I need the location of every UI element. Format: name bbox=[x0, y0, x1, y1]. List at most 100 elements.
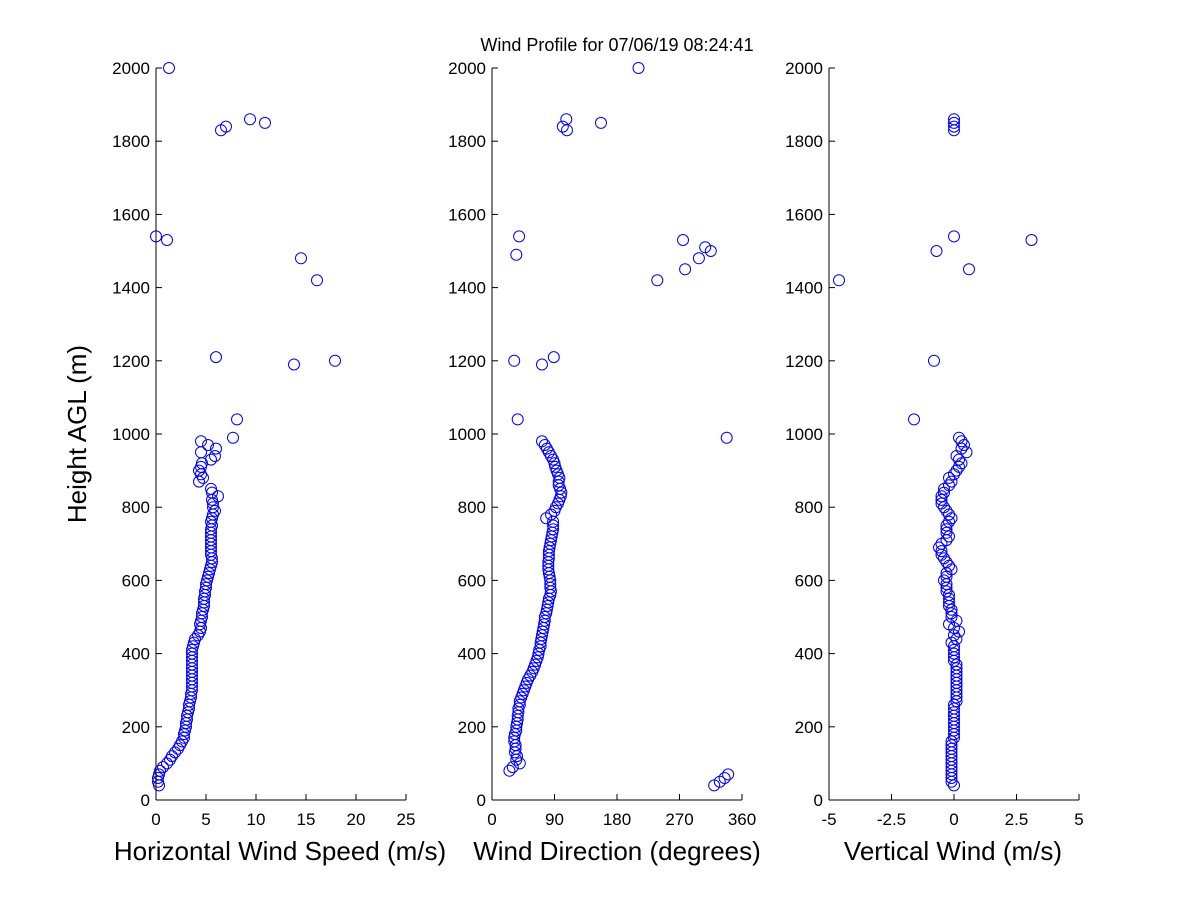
data-point bbox=[153, 779, 165, 792]
data-point bbox=[513, 230, 526, 243]
data-point bbox=[945, 742, 958, 755]
data-point bbox=[948, 702, 960, 715]
data-point bbox=[536, 435, 548, 448]
x-tick-label: 180 bbox=[603, 810, 631, 829]
data-point bbox=[259, 116, 271, 129]
data-point bbox=[556, 120, 569, 133]
y-axis-label: Height AGL (m) bbox=[62, 345, 92, 523]
y-tick-label: 1800 bbox=[785, 132, 823, 151]
data-point bbox=[154, 764, 166, 777]
data-point bbox=[945, 475, 958, 488]
y-tick-label: 0 bbox=[141, 791, 150, 810]
data-point bbox=[195, 614, 207, 627]
y-tick-label: 600 bbox=[458, 571, 486, 590]
data-point bbox=[943, 479, 955, 492]
y-tick-label: 1600 bbox=[448, 205, 486, 224]
data-point bbox=[935, 545, 948, 558]
data-point bbox=[244, 113, 256, 126]
y-tick-label: 1800 bbox=[112, 132, 150, 151]
data-point bbox=[595, 116, 607, 129]
data-point bbox=[948, 113, 960, 126]
data-point bbox=[206, 486, 218, 499]
x-tick-label: -2.5 bbox=[877, 810, 906, 829]
y-tick-label: 1400 bbox=[785, 279, 823, 298]
data-point bbox=[955, 435, 968, 448]
y-tick-label: 0 bbox=[814, 791, 823, 810]
panel-wind-direction: 0 200 400 600 800 1000 1200 1400 1600 1800 2000 0 90… bbox=[448, 59, 761, 866]
y-tick-label: 400 bbox=[458, 645, 486, 664]
x-tick-label: 15 bbox=[297, 810, 316, 829]
x-axis-label-wind-direction: Wind Direction (degrees) bbox=[473, 836, 761, 866]
data-point bbox=[950, 633, 963, 645]
data-point bbox=[950, 450, 963, 462]
y-tick-label: 2000 bbox=[785, 59, 823, 78]
data-point bbox=[531, 651, 544, 664]
data-point bbox=[205, 482, 217, 495]
x-tick-label: -5 bbox=[821, 810, 836, 829]
data-point bbox=[699, 241, 712, 254]
y-tick-label: 1200 bbox=[112, 352, 150, 371]
y-tick-label: 800 bbox=[122, 498, 150, 517]
y-tick-label: 1400 bbox=[448, 279, 486, 298]
y-tick-label: 200 bbox=[795, 718, 823, 737]
data-point bbox=[943, 618, 955, 631]
data-point bbox=[943, 559, 955, 572]
y-tick-label: 1600 bbox=[785, 205, 823, 224]
data-point bbox=[718, 772, 731, 784]
data-point bbox=[958, 439, 970, 451]
x-tick-label: 0 bbox=[151, 810, 160, 829]
x-tick-label: 90 bbox=[545, 810, 564, 829]
data-point bbox=[206, 512, 218, 525]
data-point bbox=[513, 757, 526, 770]
data-point bbox=[227, 431, 239, 444]
data-point bbox=[948, 647, 960, 660]
x-axis-label-horizontal-speed: Horizontal Wind Speed (m/s) bbox=[114, 836, 446, 866]
y-tick-label: 600 bbox=[122, 571, 150, 590]
data-point bbox=[945, 739, 958, 752]
data-point bbox=[953, 453, 965, 466]
data-point bbox=[547, 453, 560, 466]
data-point bbox=[908, 413, 920, 426]
data-point bbox=[536, 358, 548, 371]
data-point bbox=[195, 435, 207, 448]
y-tick-label: 0 bbox=[477, 791, 486, 810]
data-point bbox=[945, 603, 958, 616]
data-point bbox=[195, 446, 207, 459]
data-point bbox=[940, 523, 953, 536]
y-tick-label: 1600 bbox=[112, 205, 150, 224]
x-tick-label: 270 bbox=[665, 810, 693, 829]
data-point bbox=[513, 698, 526, 711]
data-point bbox=[940, 504, 953, 517]
data-point bbox=[201, 574, 213, 587]
y-tick-label: 400 bbox=[795, 645, 823, 664]
panel-vertical-wind: 0 200 400 600 800 1000 1200 1400 1600 1800 2000 -5 -… bbox=[785, 59, 1084, 866]
y-tick-label: 1000 bbox=[448, 425, 486, 444]
data-point bbox=[950, 464, 963, 477]
data-point bbox=[161, 234, 173, 246]
data-point bbox=[207, 501, 219, 514]
y-tick-label: 1800 bbox=[448, 132, 486, 151]
data-point bbox=[692, 252, 705, 265]
y-tick-label: 2000 bbox=[112, 59, 150, 78]
data-point bbox=[679, 263, 692, 276]
data-point bbox=[511, 413, 524, 426]
data-point bbox=[677, 234, 689, 246]
data-point bbox=[508, 354, 521, 367]
data-point bbox=[182, 706, 194, 719]
panel-horizontal-speed: 0 200 400 600 800 1000 1200 1400 1600 1800 2000 0 5 1… bbox=[112, 59, 446, 866]
data-point bbox=[948, 230, 960, 243]
y-tick-label: 200 bbox=[458, 718, 486, 737]
data-point bbox=[542, 596, 555, 609]
data-point bbox=[833, 274, 845, 287]
data-point bbox=[560, 113, 573, 126]
data-point bbox=[943, 592, 955, 605]
y-tick-label: 800 bbox=[795, 498, 823, 517]
data-point bbox=[194, 618, 206, 631]
data-point bbox=[209, 450, 221, 462]
y-tick-label: 800 bbox=[458, 498, 486, 517]
x-tick-label: 10 bbox=[247, 810, 266, 829]
x-tick-label: 360 bbox=[728, 810, 756, 829]
data-point bbox=[948, 779, 960, 792]
data-point bbox=[948, 116, 960, 129]
data-point bbox=[940, 526, 953, 539]
